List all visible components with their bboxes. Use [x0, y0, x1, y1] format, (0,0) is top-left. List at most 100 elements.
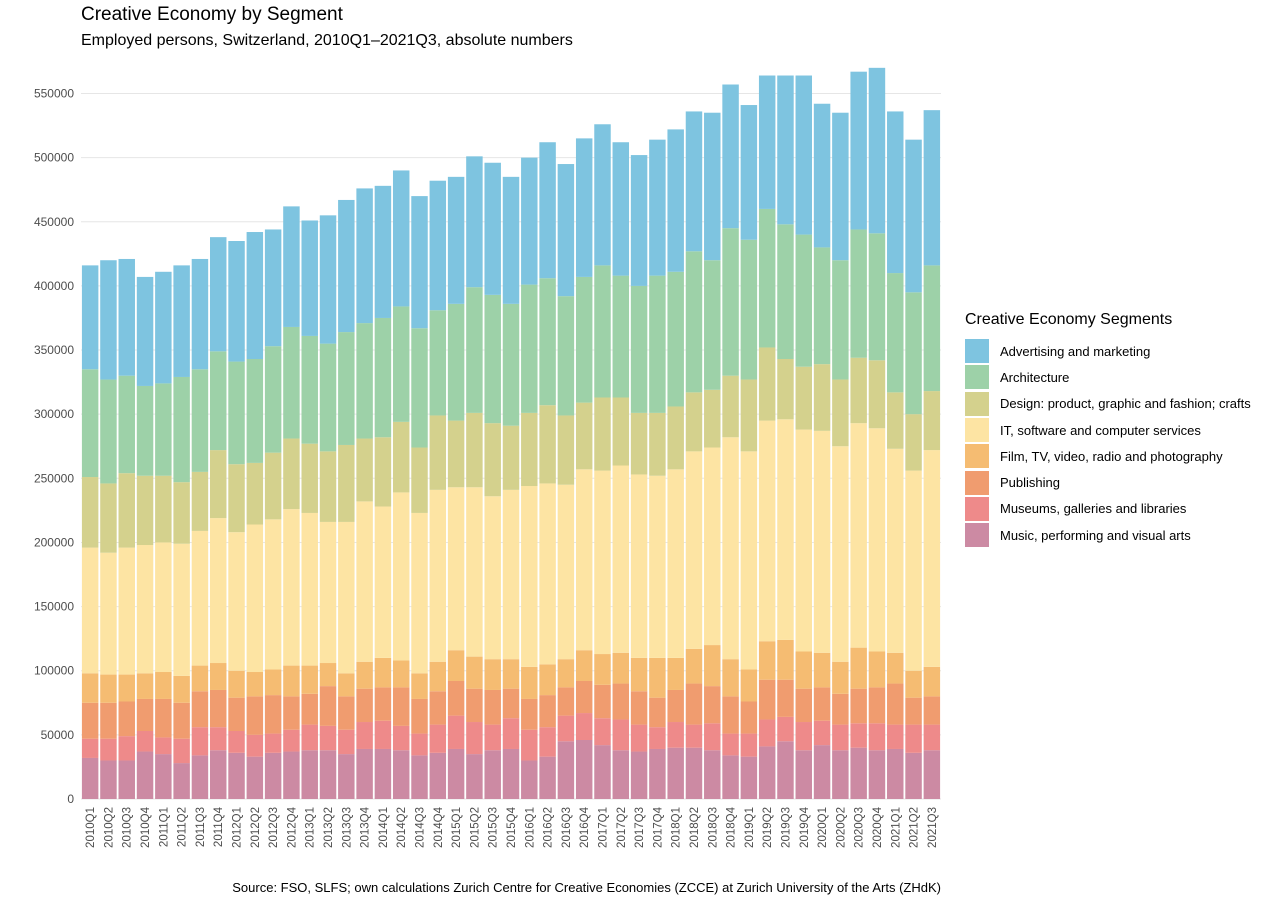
bar-segment	[283, 665, 300, 697]
bar-segment	[136, 698, 154, 732]
x-tick-label: 2019Q3	[780, 807, 792, 848]
bar-segment	[758, 719, 776, 747]
bar-segment	[521, 698, 538, 730]
bar-segment	[832, 446, 849, 662]
bar-segment	[374, 748, 392, 799]
bar-segment	[264, 229, 282, 347]
bar-segment	[191, 727, 209, 756]
bar-segment	[887, 448, 904, 653]
bar-segment	[887, 273, 904, 393]
bar-segment	[210, 663, 227, 690]
bar-segment	[246, 756, 264, 799]
bar-segment	[466, 487, 483, 657]
bar-segment	[722, 84, 739, 229]
bar-segment	[502, 176, 520, 304]
legend-key	[965, 391, 989, 416]
bar-segment	[704, 260, 721, 390]
x-tick-label: 2021Q3	[927, 807, 939, 848]
y-tick-label: 450000	[34, 215, 74, 229]
x-tick-label: 2010Q2	[103, 807, 115, 848]
bar-segment	[81, 265, 99, 370]
chart-caption: Source: FSO, SLFS; own calculations Zuri…	[232, 880, 941, 895]
bar-segment	[905, 752, 922, 799]
bar-segment	[557, 741, 575, 799]
bar-segment	[575, 138, 593, 277]
bar-segment	[447, 487, 465, 651]
bar-segment	[539, 483, 556, 665]
bar-segment	[319, 750, 337, 799]
x-tick-label: 2014Q2	[396, 807, 408, 848]
bar-segment	[923, 110, 941, 266]
bar-segment	[649, 727, 666, 749]
bar-segment	[777, 639, 794, 680]
bar-segment	[905, 139, 922, 293]
bar-segment	[264, 669, 282, 696]
bar-segment	[136, 545, 154, 674]
bar-segment	[356, 323, 373, 439]
bar-segment	[905, 292, 922, 415]
bar-segment	[923, 391, 941, 451]
bar-segment	[758, 679, 776, 720]
bar-segment	[429, 724, 447, 753]
bar-segment	[173, 702, 190, 739]
bar-segment	[850, 723, 867, 748]
bar-segment	[356, 661, 373, 689]
legend-title: Creative Economy Segments	[965, 311, 1173, 328]
bar-segment	[868, 723, 886, 751]
bar-segment	[484, 294, 501, 424]
bar-segment	[283, 326, 300, 439]
bar-segment	[521, 666, 538, 699]
bar-segment	[502, 425, 520, 490]
bar-segment	[850, 229, 867, 358]
bar-segment	[118, 375, 135, 474]
x-tick-label: 2014Q3	[415, 807, 427, 848]
chart-subtitle: Employed persons, Switzerland, 2010Q1–20…	[81, 32, 573, 49]
bar-segment	[136, 276, 154, 386]
bar-segment	[392, 750, 410, 799]
bar-segment	[301, 665, 318, 694]
bar-segment	[704, 447, 721, 646]
bar-segment	[521, 157, 538, 285]
bar-segment	[264, 695, 282, 734]
bar-segment	[813, 687, 831, 721]
bar-segment	[173, 675, 190, 703]
bar-segment	[649, 139, 666, 276]
x-tick-label: 2011Q3	[195, 807, 207, 847]
bar-segment	[136, 751, 154, 799]
legend-item: Design: product, graphic and fashion; cr…	[965, 391, 1251, 417]
bar-segment	[118, 701, 135, 737]
bar-segment	[392, 687, 410, 726]
bar-segment	[612, 397, 630, 466]
bar-segment	[630, 724, 648, 752]
bar-segment	[905, 670, 922, 698]
bar-segment	[246, 734, 264, 757]
bar-segment	[612, 683, 630, 720]
bar-segment	[795, 750, 812, 799]
bar-segment	[685, 683, 703, 725]
legend: Creative Economy Segments Advertising an…	[965, 311, 1251, 548]
x-tick-label: 2018Q2	[689, 807, 701, 848]
bar-segment	[210, 727, 227, 751]
legend-label: Architecture	[1000, 369, 1070, 385]
bar-segment	[813, 720, 831, 746]
bar-segment	[667, 129, 684, 272]
bar-segment	[887, 724, 904, 749]
bar-segment	[246, 672, 264, 697]
bar-segment	[557, 296, 575, 416]
x-tick-label: 2016Q4	[579, 806, 591, 848]
bar-segment	[850, 71, 867, 230]
x-tick-label: 2017Q3	[634, 807, 646, 848]
legend-label: Advertising and marketing	[1000, 343, 1151, 359]
bar-segment	[466, 754, 483, 799]
bar-segment	[832, 260, 849, 380]
bar-segment	[356, 722, 373, 749]
bar-segment	[484, 423, 501, 497]
bar-segment	[502, 659, 520, 689]
x-tick-label: 2019Q2	[762, 807, 774, 848]
bar-segment	[484, 162, 501, 295]
bar-segment	[539, 727, 556, 757]
bar-segment	[100, 260, 117, 380]
bar-segment	[868, 67, 886, 234]
bar-segment	[923, 724, 941, 751]
y-tick-label: 250000	[34, 471, 74, 485]
